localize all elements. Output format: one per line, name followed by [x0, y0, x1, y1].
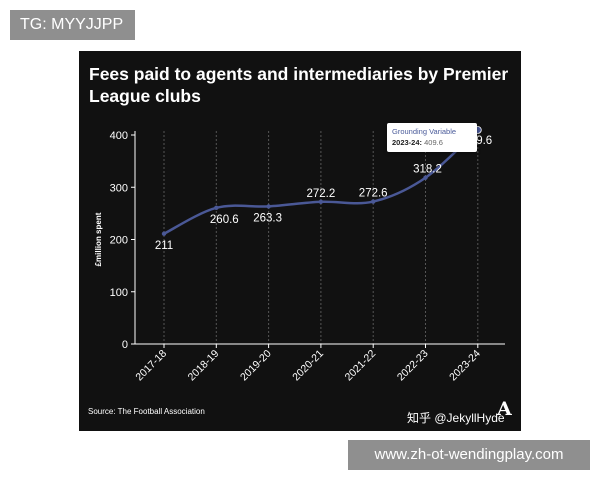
data-label: 272.2 — [307, 188, 336, 200]
y-axis-title: £million spent — [94, 212, 103, 266]
data-point — [214, 205, 219, 211]
source-note: Source: The Football Association — [88, 407, 205, 416]
data-label: 211 — [155, 240, 173, 252]
y-tick-label: 200 — [110, 235, 128, 247]
x-tick-label: 2022-23 — [395, 348, 431, 384]
data-label: 272.6 — [359, 188, 388, 200]
data-point — [423, 175, 428, 180]
y-tick-label: 300 — [110, 182, 128, 194]
x-tick-label: 2023-24 — [447, 348, 483, 384]
x-tick-label: 2019-20 — [238, 348, 274, 384]
data-point — [318, 199, 324, 204]
tooltip-row-label: 2023-24: — [392, 138, 423, 147]
data-point — [371, 199, 376, 204]
x-tick-label: 2021-22 — [343, 348, 379, 384]
data-point — [161, 231, 167, 236]
data-point — [266, 204, 271, 209]
author-credit: 知乎 @JekyllHyde — [407, 411, 505, 425]
data-label: 318.2 — [413, 164, 442, 176]
x-tick-label: 2017-18 — [133, 348, 169, 384]
data-label: 263.3 — [253, 212, 282, 224]
y-tick-label: 0 — [122, 339, 128, 351]
tooltip-series-name: Grounding Variable — [392, 127, 457, 136]
publisher-logo: A — [497, 398, 512, 420]
y-tick-label: 100 — [110, 287, 128, 299]
watermark-badge-top: TG: MYYJJPP — [10, 10, 135, 40]
series-layer — [161, 126, 482, 236]
axis-layer: 0 100 200 300 400 £million spent 2017-18 2018-1… — [94, 130, 505, 383]
x-tick-label: 2018-19 — [186, 348, 222, 384]
data-label: 260.6 — [210, 214, 239, 226]
tooltip-row-value: 409.6 — [424, 138, 443, 147]
chart-title: Fees paid to agents and intermediaries b… — [89, 64, 509, 106]
hover-tooltip: Grounding Variable 2023-24: 409.6 — [387, 123, 477, 152]
x-tick-label: 2020-21 — [290, 348, 326, 384]
grid-layer — [163, 131, 479, 344]
label-layer: 211 260.6 263.3 272.2 272.6 318.2 409.6 — [155, 135, 492, 252]
chart-panel: Fees paid to agents and intermediaries b… — [79, 51, 521, 431]
chart-svg: 0 100 200 300 400 £million spent 2017-18 2018-1… — [94, 126, 505, 383]
y-tick-label: 400 — [110, 130, 128, 142]
watermark-badge-bottom: www.zh-ot-wendingplay.com — [348, 440, 590, 470]
